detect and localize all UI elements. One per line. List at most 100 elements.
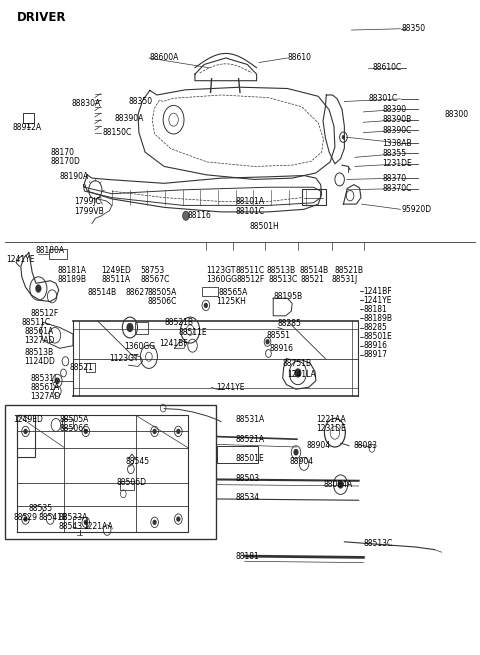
Text: 88084A: 88084A [323,480,352,489]
Circle shape [153,520,156,524]
Circle shape [294,449,298,455]
Text: 1249ED: 1249ED [13,415,43,424]
Text: 88567C: 88567C [140,275,170,284]
Circle shape [24,517,27,521]
Text: 1241BF: 1241BF [363,287,392,295]
Text: 88390B: 88390B [383,115,411,124]
Circle shape [182,212,189,220]
Circle shape [56,378,59,383]
Text: 88545: 88545 [125,457,149,466]
Text: 88506D: 88506D [117,477,147,487]
Text: 88513C: 88513C [268,275,298,284]
Bar [301,189,326,206]
Text: 88529: 88529 [13,514,37,522]
Circle shape [177,430,180,434]
Text: 88534: 88534 [235,493,259,502]
Bar [49,249,67,259]
Text: 88190A: 88190A [60,172,89,181]
Text: 1327AD: 1327AD [24,336,55,345]
Text: 88370C: 88370C [383,184,412,193]
Text: 88904: 88904 [289,457,313,466]
Text: 88514B: 88514B [87,288,116,297]
Text: 88181: 88181 [235,552,259,561]
Text: 1799JC: 1799JC [74,197,101,206]
Bar [23,113,34,123]
Text: 88195B: 88195B [273,293,302,301]
Text: 88189B: 88189B [57,275,86,284]
Text: 88551: 88551 [266,331,290,341]
Text: 88521: 88521 [69,364,93,372]
Text: 88506C: 88506C [60,424,89,434]
Text: 88514B: 88514B [300,266,329,275]
Text: 88830A: 88830A [72,99,101,108]
Text: 1241BF: 1241BF [159,339,188,348]
Text: 1231DE: 1231DE [316,424,346,434]
Text: 88355: 88355 [383,149,407,158]
Text: 1241LA: 1241LA [288,370,316,379]
Text: 88501E: 88501E [235,454,264,463]
Text: 88535: 88535 [29,504,53,513]
Bar [5,405,216,538]
Text: 88505A: 88505A [60,415,89,424]
Circle shape [36,285,41,292]
Text: 88350: 88350 [401,24,425,33]
Text: 88501E: 88501E [363,332,392,341]
Text: 88521B: 88521B [164,318,193,327]
Text: 88531J: 88531J [30,373,57,383]
Text: 88189B: 88189B [363,314,392,323]
Text: 95920D: 95920D [401,205,432,214]
Circle shape [84,430,87,434]
Text: 88170: 88170 [50,147,74,157]
Text: 1799VB: 1799VB [74,207,104,215]
Text: 1241YE: 1241YE [216,383,245,392]
Text: 88533A: 88533A [59,514,88,522]
Text: 88751B: 88751B [283,360,312,368]
Text: 1360GG: 1360GG [206,275,237,284]
Bar [217,445,258,462]
Text: 88101A: 88101A [235,197,264,206]
Text: 1221AA: 1221AA [316,415,346,424]
Text: 1124DD: 1124DD [24,357,55,365]
Text: 88512F: 88512F [237,275,265,284]
Text: 1123GT: 1123GT [206,266,235,275]
Text: 88521B: 88521B [335,266,364,275]
Text: 88513B: 88513B [266,266,296,275]
Text: 88541B: 88541B [38,514,68,522]
Text: 88610: 88610 [288,54,312,62]
Text: 88501H: 88501H [250,222,279,231]
Text: 1338AB: 1338AB [383,139,412,147]
Text: 88600A: 88600A [150,54,179,62]
Text: 88116: 88116 [188,211,212,219]
Text: 88505A: 88505A [147,288,177,297]
Text: 88390A: 88390A [114,114,144,123]
Text: 88561A: 88561A [30,383,60,392]
Circle shape [342,136,345,139]
Circle shape [204,303,207,307]
Text: 88627: 88627 [125,288,149,297]
Text: 88904: 88904 [306,441,331,450]
Text: DRIVER: DRIVER [17,10,67,24]
Text: 1327AD: 1327AD [30,392,60,401]
Text: 88390C: 88390C [383,126,412,134]
Circle shape [24,430,27,434]
Text: 88170D: 88170D [50,157,80,166]
Text: 1241YE: 1241YE [7,255,35,265]
Text: 1360GG: 1360GG [124,343,155,352]
Circle shape [266,340,269,344]
Circle shape [153,430,156,434]
Text: 88513C: 88513C [363,538,393,548]
Text: 88083: 88083 [354,441,378,450]
Text: 88917: 88917 [363,350,387,360]
Text: 88511A: 88511A [101,275,131,284]
Circle shape [295,369,301,377]
Text: 88300: 88300 [444,110,468,119]
Text: 88101C: 88101C [235,207,264,215]
Text: 88181A: 88181A [57,266,86,275]
Text: 1241YE: 1241YE [363,295,392,305]
Text: 88521A: 88521A [235,435,264,443]
Bar [73,517,87,527]
Text: 88511E: 88511E [179,328,207,337]
Bar [120,481,134,490]
Text: 88181: 88181 [363,305,387,314]
Circle shape [84,520,87,524]
